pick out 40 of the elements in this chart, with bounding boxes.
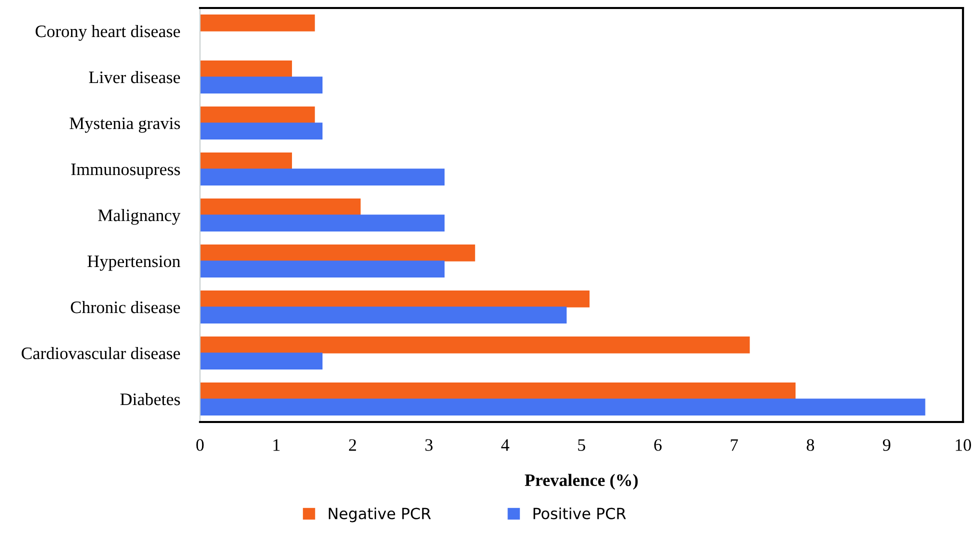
bar bbox=[200, 14, 315, 32]
legend-label: Negative PCR bbox=[328, 507, 431, 522]
bar bbox=[200, 244, 476, 262]
x-tick-label: 2 bbox=[349, 439, 356, 451]
bar bbox=[200, 106, 315, 124]
x-tick-label: 3 bbox=[425, 439, 433, 451]
bar bbox=[200, 398, 926, 416]
bar bbox=[200, 122, 322, 140]
bar bbox=[200, 260, 445, 278]
x-axis-title: Prevalence (%) bbox=[524, 474, 638, 490]
y-tick-label: Liver disease bbox=[88, 70, 180, 84]
y-tick-label: Chronic disease bbox=[70, 300, 180, 314]
bar bbox=[200, 382, 796, 400]
bar bbox=[200, 290, 590, 308]
bar bbox=[200, 352, 322, 370]
x-tick-label: 5 bbox=[578, 439, 586, 451]
bar bbox=[200, 214, 445, 232]
y-tick-label: Diabetes bbox=[120, 392, 180, 406]
bar bbox=[200, 152, 292, 170]
x-tick-label: 6 bbox=[654, 439, 662, 451]
bar bbox=[200, 168, 445, 186]
bar bbox=[200, 76, 322, 94]
x-tick-label: 0 bbox=[196, 439, 204, 451]
x-tick-label: 9 bbox=[882, 439, 890, 451]
x-tick-label: 7 bbox=[730, 439, 738, 451]
x-tick-label: 8 bbox=[806, 439, 814, 451]
bar bbox=[200, 306, 567, 324]
bar bbox=[200, 336, 750, 354]
y-tick-label: Mystenia gravis bbox=[70, 118, 180, 133]
y-tick-label: Corony heart disease bbox=[36, 24, 180, 41]
bar bbox=[200, 198, 361, 216]
y-tick-label: Cardiovascular disease bbox=[22, 346, 180, 360]
y-tick-label: Immunosupress bbox=[71, 164, 180, 179]
x-tick-label: 1 bbox=[273, 439, 280, 451]
legend-label: Positive PCR bbox=[534, 507, 626, 520]
y-tick-label: Malignancy bbox=[98, 208, 180, 225]
x-tick-label: 4 bbox=[501, 439, 510, 451]
x-tick-label: 10 bbox=[956, 439, 972, 451]
bar bbox=[200, 60, 292, 78]
y-tick-label: Hypertension bbox=[88, 256, 180, 271]
